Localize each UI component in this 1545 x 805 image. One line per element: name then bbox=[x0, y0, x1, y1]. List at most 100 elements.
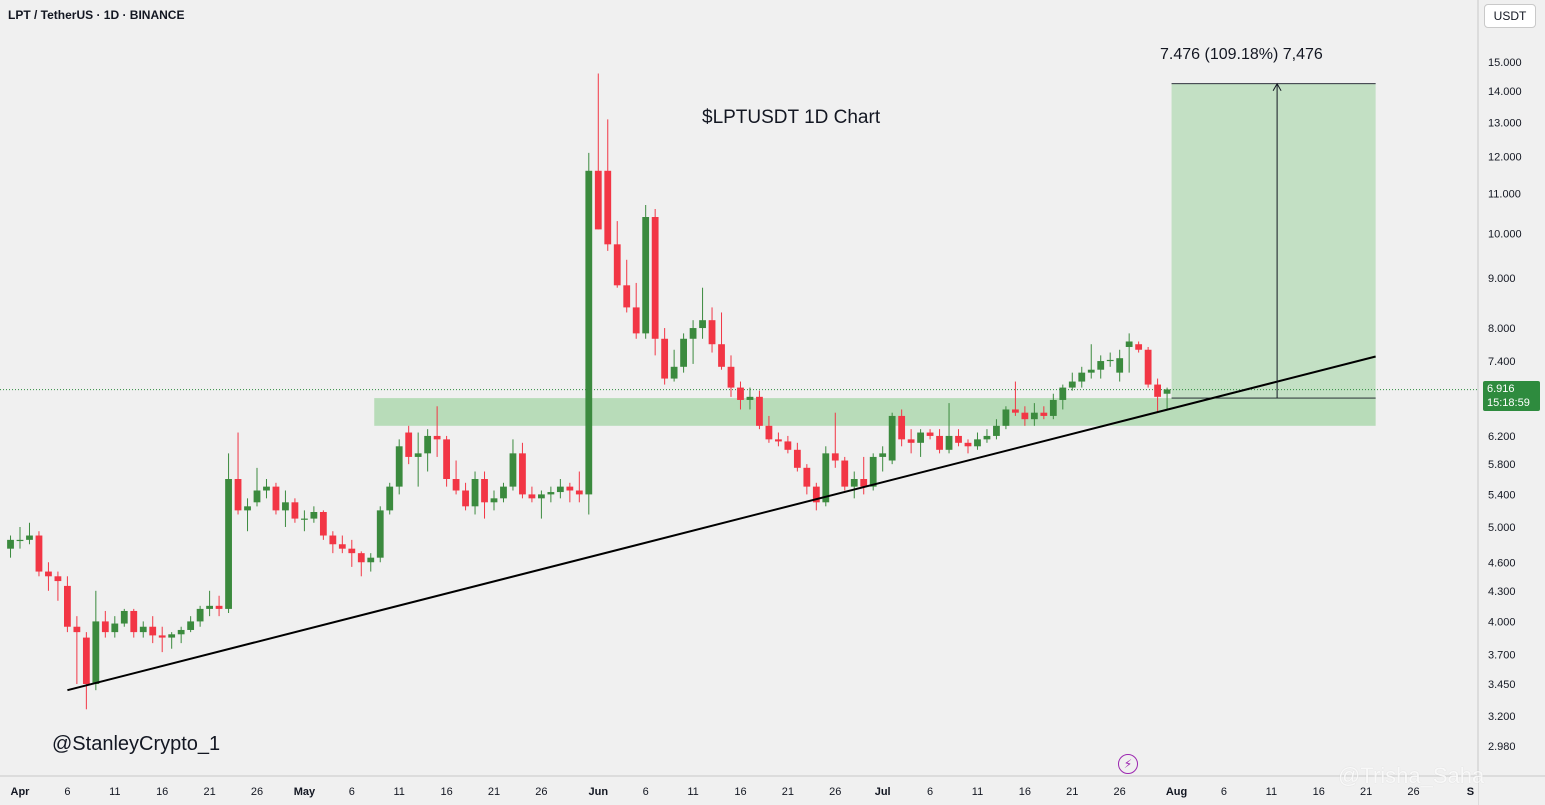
candle bbox=[556, 479, 564, 499]
candle bbox=[1012, 381, 1019, 416]
target-box bbox=[1171, 83, 1376, 399]
candle bbox=[632, 282, 640, 339]
price-tick-label: 3.700 bbox=[1488, 649, 1516, 661]
candle-body bbox=[1049, 399, 1057, 416]
candle-body bbox=[54, 576, 62, 582]
time-tick-label: 21 bbox=[203, 786, 215, 798]
candle bbox=[319, 510, 327, 540]
chart-title[interactable]: $LPTUSDT 1D Chart bbox=[702, 107, 881, 128]
time-tick-label: Apr bbox=[11, 786, 31, 798]
candle bbox=[348, 539, 356, 567]
candle-body bbox=[974, 439, 981, 447]
candle bbox=[395, 439, 403, 495]
time-tick-label: 26 bbox=[1407, 786, 1419, 798]
candle-body bbox=[746, 396, 754, 400]
candle-body bbox=[1030, 412, 1038, 420]
candle bbox=[433, 406, 441, 457]
candle bbox=[177, 626, 185, 644]
time-tick-label: 11 bbox=[109, 786, 120, 798]
candle bbox=[1163, 387, 1171, 410]
candle-body bbox=[1021, 412, 1029, 420]
symbol-header[interactable]: LPT / TetherUS · 1D · BINANCE bbox=[8, 8, 185, 22]
candle-body bbox=[386, 486, 394, 511]
candle-body bbox=[917, 432, 924, 443]
candle-body bbox=[452, 479, 460, 491]
measure-label[interactable]: 7.476 (109.18%) 7,476 bbox=[1160, 46, 1323, 63]
time-tick-label: 11 bbox=[972, 786, 983, 798]
candle bbox=[528, 486, 536, 503]
candle-body bbox=[680, 338, 687, 367]
candle bbox=[253, 467, 261, 507]
price-tick-label: 12.000 bbox=[1488, 151, 1522, 163]
candle bbox=[936, 429, 943, 454]
candle-body bbox=[225, 479, 232, 609]
candle-body bbox=[756, 396, 763, 426]
candle bbox=[149, 616, 157, 644]
candle-body bbox=[471, 479, 479, 507]
candle-body bbox=[196, 608, 204, 622]
candle bbox=[509, 439, 517, 491]
time-tick-label: 26 bbox=[829, 786, 841, 798]
candle bbox=[945, 403, 953, 454]
candle-body bbox=[604, 170, 612, 245]
candle-body bbox=[670, 366, 678, 379]
candle-body bbox=[1097, 361, 1105, 370]
candle-body bbox=[35, 535, 43, 572]
time-axis[interactable]: Apr 6 11 16 21 26 May 6 11 16 21 26 Jun 6 11 16 21 26 Jul 6… bbox=[0, 775, 1545, 805]
candle-body bbox=[822, 453, 830, 503]
candle bbox=[727, 355, 735, 397]
time-tick-label: 11 bbox=[1266, 786, 1277, 798]
candle-body bbox=[575, 490, 583, 495]
candle-body bbox=[528, 494, 536, 499]
candle bbox=[983, 429, 991, 443]
candle bbox=[765, 415, 773, 443]
candle-body bbox=[357, 553, 365, 563]
candle-body bbox=[282, 502, 289, 511]
time-tick-label: 6 bbox=[349, 786, 355, 798]
candle-body bbox=[699, 320, 706, 329]
candle bbox=[490, 490, 498, 511]
price-tick-label: 14.000 bbox=[1488, 86, 1522, 98]
candle-body bbox=[45, 571, 52, 577]
candle-body bbox=[869, 456, 877, 487]
candle-body bbox=[1154, 384, 1161, 397]
candle-body bbox=[16, 539, 24, 542]
candle-body bbox=[1059, 387, 1067, 400]
candle-body bbox=[206, 605, 213, 609]
price-tick-label: 7.400 bbox=[1488, 356, 1516, 368]
candle-body bbox=[689, 328, 697, 339]
price-tick-label: 5.400 bbox=[1488, 489, 1516, 501]
time-tick-label: Jun bbox=[588, 786, 608, 798]
candle bbox=[917, 429, 924, 457]
time-tick-label: 21 bbox=[1066, 786, 1078, 798]
candle bbox=[1049, 393, 1057, 420]
candle-body bbox=[964, 442, 972, 447]
candle bbox=[424, 429, 432, 472]
candle bbox=[500, 482, 507, 503]
time-tick-label: 26 bbox=[251, 786, 263, 798]
candle-body bbox=[955, 435, 962, 443]
candle-body bbox=[831, 453, 839, 461]
price-tick-label: 15.000 bbox=[1488, 57, 1522, 69]
candle-body bbox=[301, 518, 308, 520]
candle bbox=[367, 553, 375, 572]
candle bbox=[158, 626, 166, 653]
candle-body bbox=[841, 460, 849, 487]
candle bbox=[604, 119, 612, 251]
candle-body bbox=[310, 512, 318, 519]
candle-body bbox=[993, 425, 1000, 436]
candle bbox=[376, 506, 384, 563]
time-tick-label: 16 bbox=[156, 786, 168, 798]
candle-body bbox=[177, 629, 185, 635]
candle bbox=[860, 456, 868, 495]
last-price-tag: 6.916 15:18:59 bbox=[1483, 381, 1540, 411]
time-tick-label: 26 bbox=[535, 786, 547, 798]
candle bbox=[661, 328, 669, 385]
candle bbox=[879, 446, 887, 472]
currency-badge[interactable]: USDT bbox=[1484, 4, 1536, 28]
price-tick-label: 4.000 bbox=[1488, 616, 1516, 628]
candle bbox=[244, 498, 251, 532]
lightning-icon[interactable]: ⚡ bbox=[1118, 754, 1138, 774]
candle bbox=[64, 576, 71, 633]
